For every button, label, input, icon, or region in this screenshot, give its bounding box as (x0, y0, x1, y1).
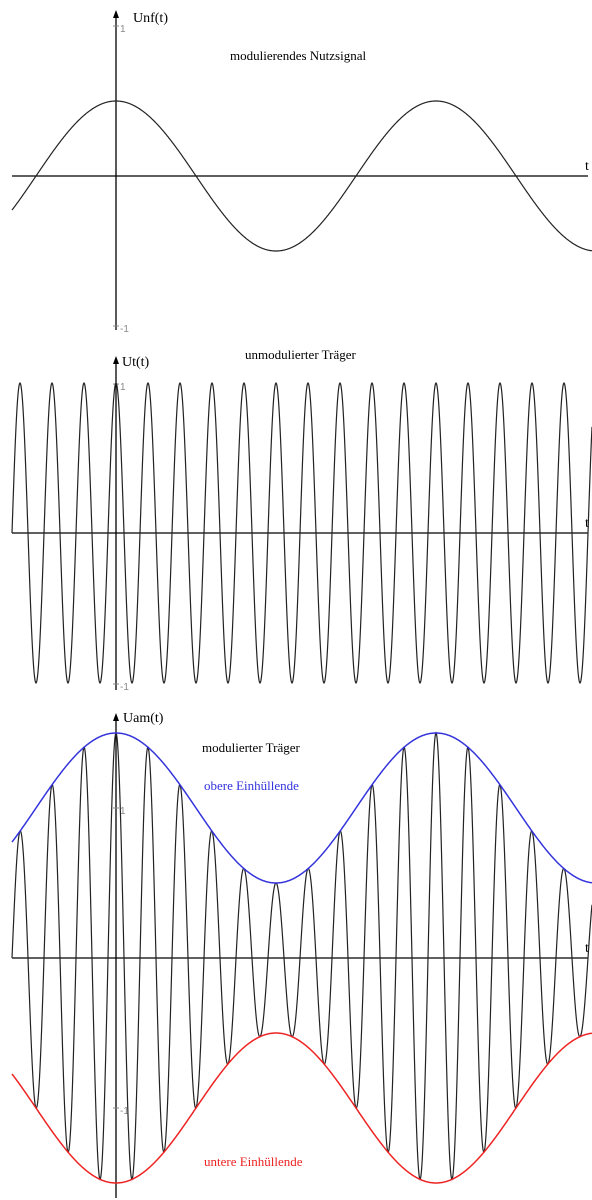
panel1-series-line (11, 100, 592, 252)
panel2-title: unmodulierter Träger (245, 347, 357, 362)
panel3-y-arrow-icon (113, 713, 119, 721)
panel-unmodulated-carrier: 1 -1 Ut(t) t unmodulierter Träger (11, 347, 592, 693)
panel1-xlabel: t (585, 159, 589, 174)
panel2-ytick-label-bottom: -1 (120, 682, 129, 693)
panel3-xlabel: t (585, 941, 589, 956)
panel2-ytick-label-top: 1 (120, 382, 126, 393)
panel2-y-arrow-icon (113, 356, 119, 364)
panel1-ytick-label-bottom: -1 (120, 324, 129, 335)
panel1-title: modulierendes Nutzsignal (230, 48, 366, 63)
panel3-ylabel: Uam(t) (123, 711, 164, 726)
panel3-series-lower-envelope (11, 1032, 592, 1184)
panel2-ylabel: Ut(t) (122, 355, 150, 370)
panel3-ytick-label-bottom: -1 (120, 1106, 129, 1117)
panel1-ytick-label-top: 1 (120, 24, 126, 35)
panel3-legend-lower: untere Einhüllende (204, 1154, 303, 1169)
panel3-series-am-line (11, 731, 592, 1181)
panel1-ylabel: Unf(t) (133, 11, 168, 26)
panel-modulated-carrier: 1 -1 Uam(t) t modulierter Träger obere E… (11, 711, 592, 1198)
panel1-y-arrow-icon (113, 10, 119, 18)
panel-modulating-signal: 1 -1 Unf(t) t modulierendes Nutzsignal (11, 10, 592, 335)
panel3-ytick-label-top: 1 (120, 806, 126, 817)
panel2-series-line (11, 381, 592, 685)
panel2-xlabel: t (585, 516, 589, 531)
panel3-series-upper-envelope (11, 732, 592, 884)
panel3-legend-upper: obere Einhüllende (204, 778, 299, 793)
panel3-title: modulierter Träger (202, 740, 301, 755)
